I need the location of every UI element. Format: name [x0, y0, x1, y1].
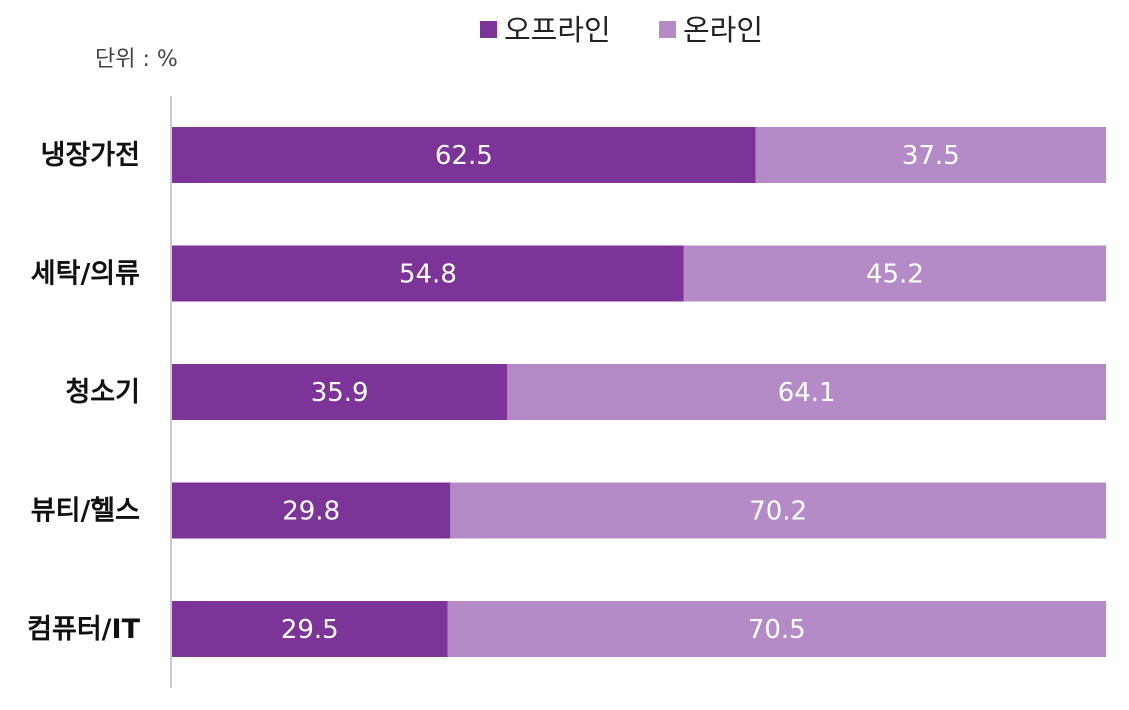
bar-online-4 — [450, 482, 1106, 539]
data-label-online-2: 45.2 — [866, 260, 924, 290]
data-label-online-1: 37.5 — [902, 141, 960, 171]
data-label-online-5: 70.5 — [748, 615, 806, 645]
category-label-4: 뷰티/헬스 — [31, 496, 140, 527]
legend-label-offline: 오프라인 — [504, 13, 611, 47]
data-label-online-3: 64.1 — [778, 378, 836, 408]
bar-offline-4 — [172, 482, 451, 539]
category-label-1: 냉장가전 — [41, 140, 140, 171]
unit-label: 단위 : % — [95, 47, 178, 72]
data-label-offline-2: 54.8 — [399, 260, 457, 290]
data-label-offline-3: 35.9 — [311, 378, 369, 408]
category-label-2: 세탁/의류 — [31, 259, 140, 290]
bar-online-1 — [755, 127, 1106, 183]
bar-offline-1 — [172, 127, 756, 183]
bar-online-3 — [507, 364, 1106, 420]
bar-offline-2 — [172, 245, 684, 302]
bar-offline-5 — [172, 601, 448, 657]
data-label-offline-4: 29.8 — [282, 497, 340, 527]
legend-swatch-offline — [480, 21, 497, 38]
legend-label-online: 온라인 — [683, 13, 763, 47]
data-label-online-4: 70.2 — [749, 497, 807, 527]
category-label-3: 청소기 — [65, 377, 140, 408]
bar-offline-3 — [172, 364, 508, 420]
legend: 오프라인 온라인 — [480, 13, 763, 47]
category-label-5: 컴퓨터/IT — [27, 614, 140, 645]
bars-group: 62.5 37.5 54.8 45.2 35.9 64.1 29.8 70.2 29.5 70.5 — [172, 127, 1106, 657]
bar-online-2 — [683, 245, 1106, 302]
data-label-offline-5: 29.5 — [281, 615, 339, 645]
legend-swatch-online — [659, 21, 676, 38]
bar-online-5 — [447, 601, 1106, 657]
data-label-offline-1: 62.5 — [435, 141, 493, 171]
